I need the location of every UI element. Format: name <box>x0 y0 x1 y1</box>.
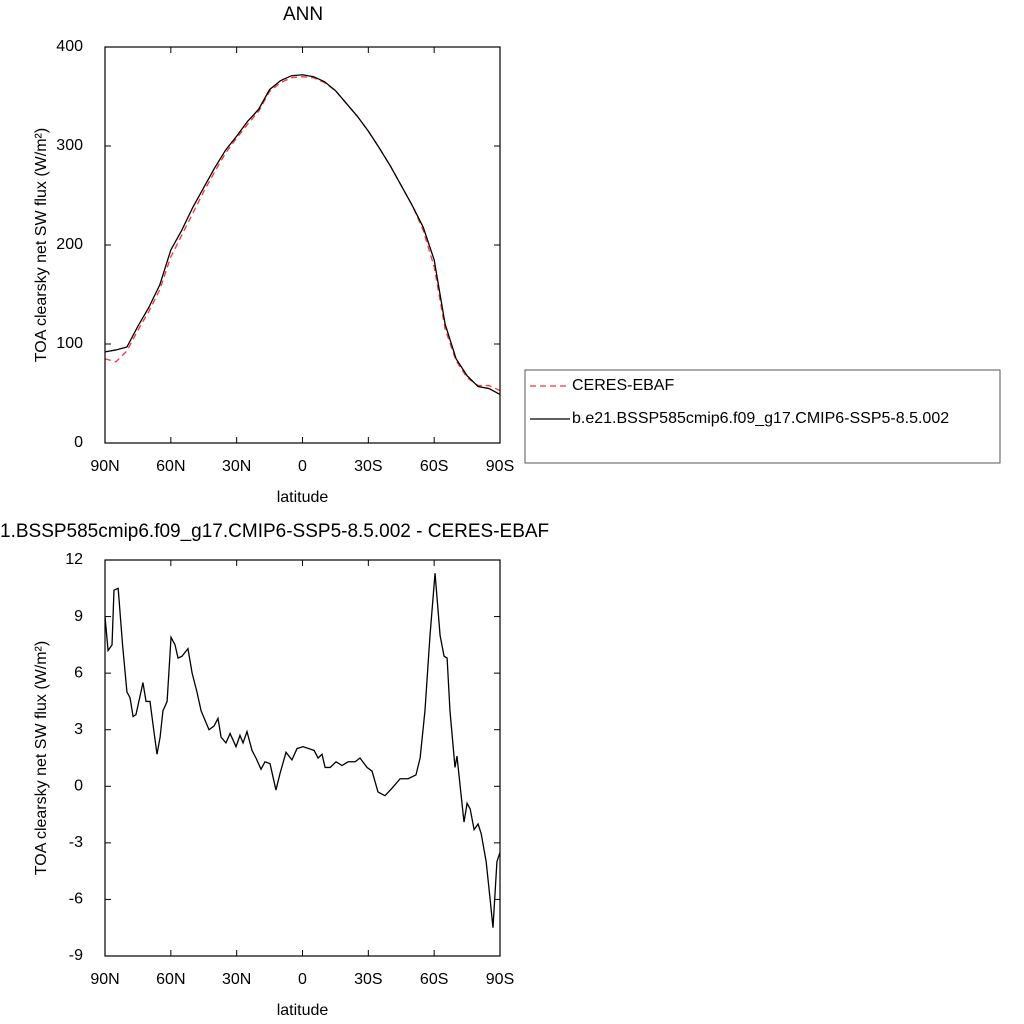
y-tick-label: 0 <box>74 434 83 451</box>
y-tick-label: 12 <box>65 551 83 568</box>
y-axis-label: TOA clearsky net SW flux (W/m²) <box>33 128 50 362</box>
plot-area <box>105 573 500 928</box>
plot-frame <box>104 559 501 957</box>
plot-area <box>105 74 500 396</box>
x-tick-label: 30N <box>222 971 251 988</box>
y-tick-label: -6 <box>69 891 83 908</box>
x-tick-label: 0 <box>298 458 307 475</box>
legend-box <box>524 369 1001 464</box>
chart-title: 1.BSSP585cmip6.f09_g17.CMIP6-SSP5-8.5.00… <box>0 521 549 542</box>
data-line <box>105 74 500 396</box>
x-tick-label: 90S <box>486 458 514 475</box>
y-tick-label: 400 <box>56 38 83 55</box>
data-line <box>105 76 500 392</box>
x-tick-label: 90N <box>90 971 119 988</box>
y-tick-label: 6 <box>74 664 83 681</box>
legend-label: b.e21.BSSP585cmip6.f09_g17.CMIP6-SSP5-8.… <box>572 410 949 427</box>
x-tick-label: 60S <box>420 458 448 475</box>
legend-label: CERES-EBAF <box>572 377 674 394</box>
y-tick-label: 9 <box>74 608 83 625</box>
x-tick-label: 90N <box>90 458 119 475</box>
x-tick-label: 30N <box>222 458 251 475</box>
x-tick-label: 0 <box>298 971 307 988</box>
y-axis-label: TOA clearsky net SW flux (W/m²) <box>33 641 50 875</box>
plot-frame <box>104 46 501 444</box>
chart-title: ANN <box>283 4 323 25</box>
y-tick-label: -3 <box>69 834 83 851</box>
x-tick-label: 30S <box>354 458 382 475</box>
data-line <box>105 573 500 928</box>
x-tick-label: 60N <box>156 458 185 475</box>
y-tick-label: 200 <box>56 236 83 253</box>
x-tick-label: 60S <box>420 971 448 988</box>
y-tick-label: -9 <box>69 947 83 964</box>
x-tick-label: 30S <box>354 971 382 988</box>
y-tick-label: 3 <box>74 721 83 738</box>
y-tick-label: 300 <box>56 137 83 154</box>
x-axis-label: latitude <box>277 489 329 506</box>
x-axis-label: latitude <box>277 1002 329 1019</box>
x-tick-label: 90S <box>486 971 514 988</box>
x-tick-label: 60N <box>156 971 185 988</box>
y-tick-label: 100 <box>56 335 83 352</box>
y-tick-label: 0 <box>74 778 83 795</box>
